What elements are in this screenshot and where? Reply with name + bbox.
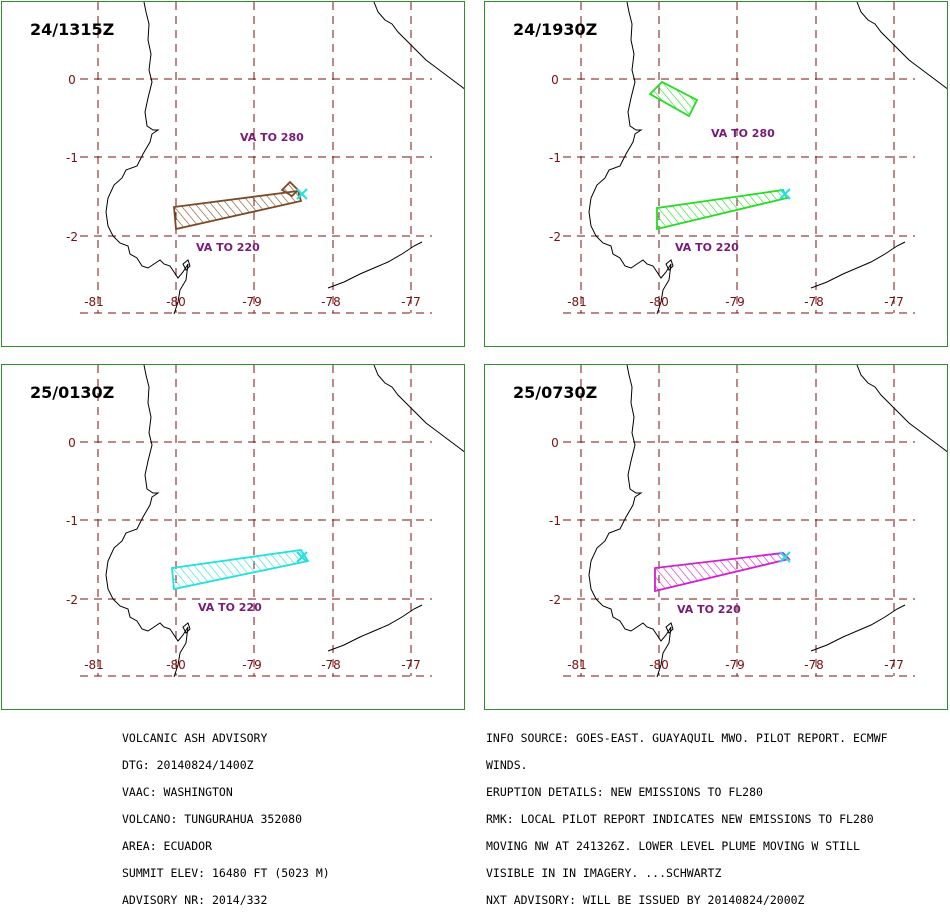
map-panel-2: 0 -1 -2 -81 -80 -79 -78 -77 VA TO 280 VA TO 220 2…: [484, 1, 948, 347]
volcano-marker-icon: [779, 188, 791, 200]
ash-level-label: VA TO 220: [196, 241, 260, 254]
island-outline: [182, 259, 191, 271]
map-panel-1: 0 -1 -2 -81 -80 -79 -78 -77 VA TO 280 VA TO 220 2…: [1, 1, 465, 347]
lon-tick-label: -78: [321, 295, 341, 309]
map-panel-3-svg: 0 -1 -2 -81 -80 -79 -78 -77 VA TO 220: [66, 365, 464, 678]
coastline: [105, 2, 189, 315]
border-line: [856, 2, 947, 90]
ash-plume-polygon: [654, 552, 791, 593]
lat-tick-label: 0: [551, 436, 559, 450]
panel-2-time-label: 24/1930Z: [513, 20, 598, 39]
map-panel-1-svg: 0 -1 -2 -81 -80 -79 -78 -77 VA TO 280 VA TO 220: [66, 2, 464, 315]
lat-tick-label: -1: [549, 514, 561, 528]
coastline: [105, 365, 189, 678]
advisory-text-left: VOLCANIC ASH ADVISORY DTG: 20140824/1400…: [122, 716, 330, 914]
ash-plume-polygon: [173, 190, 303, 231]
border-line: [856, 365, 947, 453]
advisory-left-line: VAAC: WASHINGTON: [122, 785, 233, 799]
advisory-text-right: INFO SOURCE: GOES-EAST. GUAYAQUIL MWO. P…: [486, 716, 888, 914]
lon-tick-label: -81: [567, 658, 587, 672]
lon-tick-label: -81: [567, 295, 587, 309]
lon-tick-label: -79: [725, 295, 745, 309]
advisory-left-line: DTG: 20140824/1400Z: [122, 758, 254, 772]
advisory-right-line: MOVING NW AT 241326Z. LOWER LEVEL PLUME …: [486, 839, 860, 853]
map-panel-4-svg: 0 -1 -2 -81 -80 -79 -78 -77 VA TO 220: [549, 365, 947, 678]
advisory-right-line: INFO SOURCE: GOES-EAST. GUAYAQUIL MWO. P…: [486, 731, 888, 745]
lat-tick-label: -1: [66, 514, 78, 528]
ash-level-label: VA TO 280: [711, 127, 775, 140]
map-panel-2-svg: 0 -1 -2 -81 -80 -79 -78 -77 VA TO 280 VA TO 220: [549, 2, 947, 315]
lon-tick-label: -78: [321, 658, 341, 672]
advisory-right-line: RMK: LOCAL PILOT REPORT INDICATES NEW EM…: [486, 812, 874, 826]
advisory-left-line: ADVISORY NR: 2014/332: [122, 893, 268, 907]
lat-tick-label: -2: [549, 230, 561, 244]
coastline: [588, 2, 672, 315]
lon-tick-label: -79: [242, 295, 262, 309]
panel-4-time-label: 25/0730Z: [513, 383, 598, 402]
lon-tick-label: -77: [884, 295, 904, 309]
ash-plume-polygon: [171, 549, 310, 591]
lat-tick-label: 0: [68, 436, 76, 450]
lon-tick-label: -80: [649, 295, 669, 309]
lon-tick-label: -81: [84, 295, 104, 309]
ash-plume-polygon: [656, 189, 789, 231]
lon-tick-label: -80: [649, 658, 669, 672]
border-line: [373, 365, 464, 453]
advisory-right-line: ERUPTION DETAILS: NEW EMISSIONS TO FL280: [486, 785, 763, 799]
lat-lon-grid: [80, 365, 432, 677]
border-line-south: [810, 241, 906, 289]
lon-tick-label: -78: [804, 295, 824, 309]
advisory-right-line: VISIBLE IN IN IMAGERY. ...SCHWARTZ: [486, 866, 722, 880]
lat-tick-label: -1: [549, 151, 561, 165]
lat-lon-grid: [563, 2, 915, 314]
volcano-marker-icon: [296, 188, 308, 200]
volcano-marker-icon: [296, 551, 308, 563]
ash-level-label: VA TO 220: [198, 601, 262, 614]
border-line-south: [810, 604, 906, 652]
lat-lon-grid: [80, 2, 432, 314]
island-outline: [665, 622, 674, 634]
lat-tick-label: -2: [549, 593, 561, 607]
ash-level-label: VA TO 280: [240, 131, 304, 144]
map-panel-3: 0 -1 -2 -81 -80 -79 -78 -77 VA TO 220 25/0130Z: [1, 364, 465, 710]
lat-tick-label: 0: [551, 73, 559, 87]
lat-tick-label: 0: [68, 73, 76, 87]
advisory-left-line: VOLCANIC ASH ADVISORY: [122, 731, 268, 745]
ash-plume-upper-polygon: [648, 80, 699, 118]
lon-tick-label: -77: [401, 295, 421, 309]
coastline: [588, 365, 672, 678]
advisory-left-line: AREA: ECUADOR: [122, 839, 213, 853]
island-outline: [182, 622, 191, 634]
lon-tick-label: -77: [401, 658, 421, 672]
lon-tick-label: -78: [804, 658, 824, 672]
border-line: [373, 2, 464, 90]
lon-tick-label: -79: [725, 658, 745, 672]
lon-tick-label: -81: [84, 658, 104, 672]
advisory-right-line: NXT ADVISORY: WILL BE ISSUED BY 20140824…: [486, 893, 805, 907]
border-line-south: [327, 604, 423, 652]
advisory-left-line: VOLCANO: TUNGURAHUA 352080: [122, 812, 303, 826]
ash-level-label: VA TO 220: [677, 603, 741, 616]
advisory-right-line: WINDS.: [486, 758, 528, 772]
lat-tick-label: -2: [66, 593, 78, 607]
volcano-marker-icon: [779, 551, 791, 563]
lon-tick-label: -79: [242, 658, 262, 672]
lat-tick-label: -2: [66, 230, 78, 244]
lat-tick-label: -1: [66, 151, 78, 165]
lon-tick-label: -80: [166, 295, 186, 309]
lat-lon-grid: [563, 365, 915, 677]
island-outline: [665, 259, 674, 271]
advisory-left-line: SUMMIT ELEV: 16480 FT (5023 M): [122, 866, 330, 880]
panel-1-time-label: 24/1315Z: [30, 20, 115, 39]
border-line-south: [327, 241, 423, 289]
lon-tick-label: -80: [166, 658, 186, 672]
lon-tick-label: -77: [884, 658, 904, 672]
panel-3-time-label: 25/0130Z: [30, 383, 115, 402]
map-panel-4: 0 -1 -2 -81 -80 -79 -78 -77 VA TO 220 25/0730Z: [484, 364, 948, 710]
ash-level-label: VA TO 220: [675, 241, 739, 254]
